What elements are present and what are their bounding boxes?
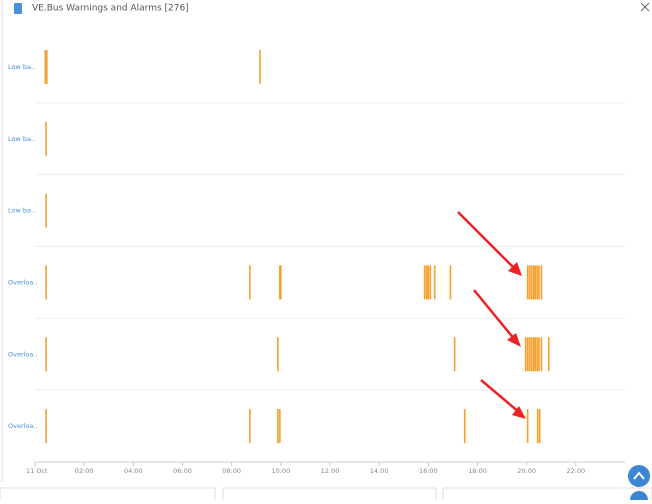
scroll-top-icon bbox=[633, 471, 645, 480]
scroll-top-button[interactable] bbox=[628, 465, 650, 487]
x-tick-label: 11 Oct bbox=[26, 467, 48, 475]
annotation-arrows bbox=[457, 211, 521, 414]
arrow-heads bbox=[507, 262, 526, 419]
row-label: Low ba.. bbox=[8, 207, 35, 215]
expand-button[interactable] bbox=[640, 2, 650, 12]
x-tick-label: 08:00 bbox=[222, 467, 241, 475]
x-tick-label: 02:00 bbox=[75, 467, 94, 475]
row-label: Overloa.. bbox=[8, 350, 38, 358]
x-tick-label: 14:00 bbox=[370, 467, 389, 475]
plot: 11 Oct 02:00 04:00 06:00 08:00 10:00 12:00 14:0… bbox=[8, 49, 625, 475]
x-tick-label: 22:00 bbox=[566, 467, 585, 475]
panel-icon bbox=[14, 3, 22, 14]
row-label: Overloa.. bbox=[8, 422, 38, 430]
x-tick-label: 06:00 bbox=[173, 467, 192, 475]
row-label: Overloa.. bbox=[8, 278, 38, 286]
x-tick-label: 16:00 bbox=[419, 467, 438, 475]
x-tick-label: 18:00 bbox=[468, 467, 487, 475]
panel-title: VE.Bus Warnings and Alarms [276] bbox=[32, 4, 189, 14]
panel-bottom bbox=[442, 487, 652, 503]
row-label: Low ba.. bbox=[8, 135, 35, 143]
x-tick-label: 10:00 bbox=[271, 467, 290, 475]
panel-bottom bbox=[222, 487, 437, 503]
panel-bottom bbox=[0, 487, 216, 503]
x-tick-label: 12:00 bbox=[321, 467, 340, 475]
row-label: Low ba.. bbox=[8, 63, 35, 71]
x-tick-label: 04:00 bbox=[124, 467, 143, 475]
x-tick-label: 20:00 bbox=[517, 467, 536, 475]
